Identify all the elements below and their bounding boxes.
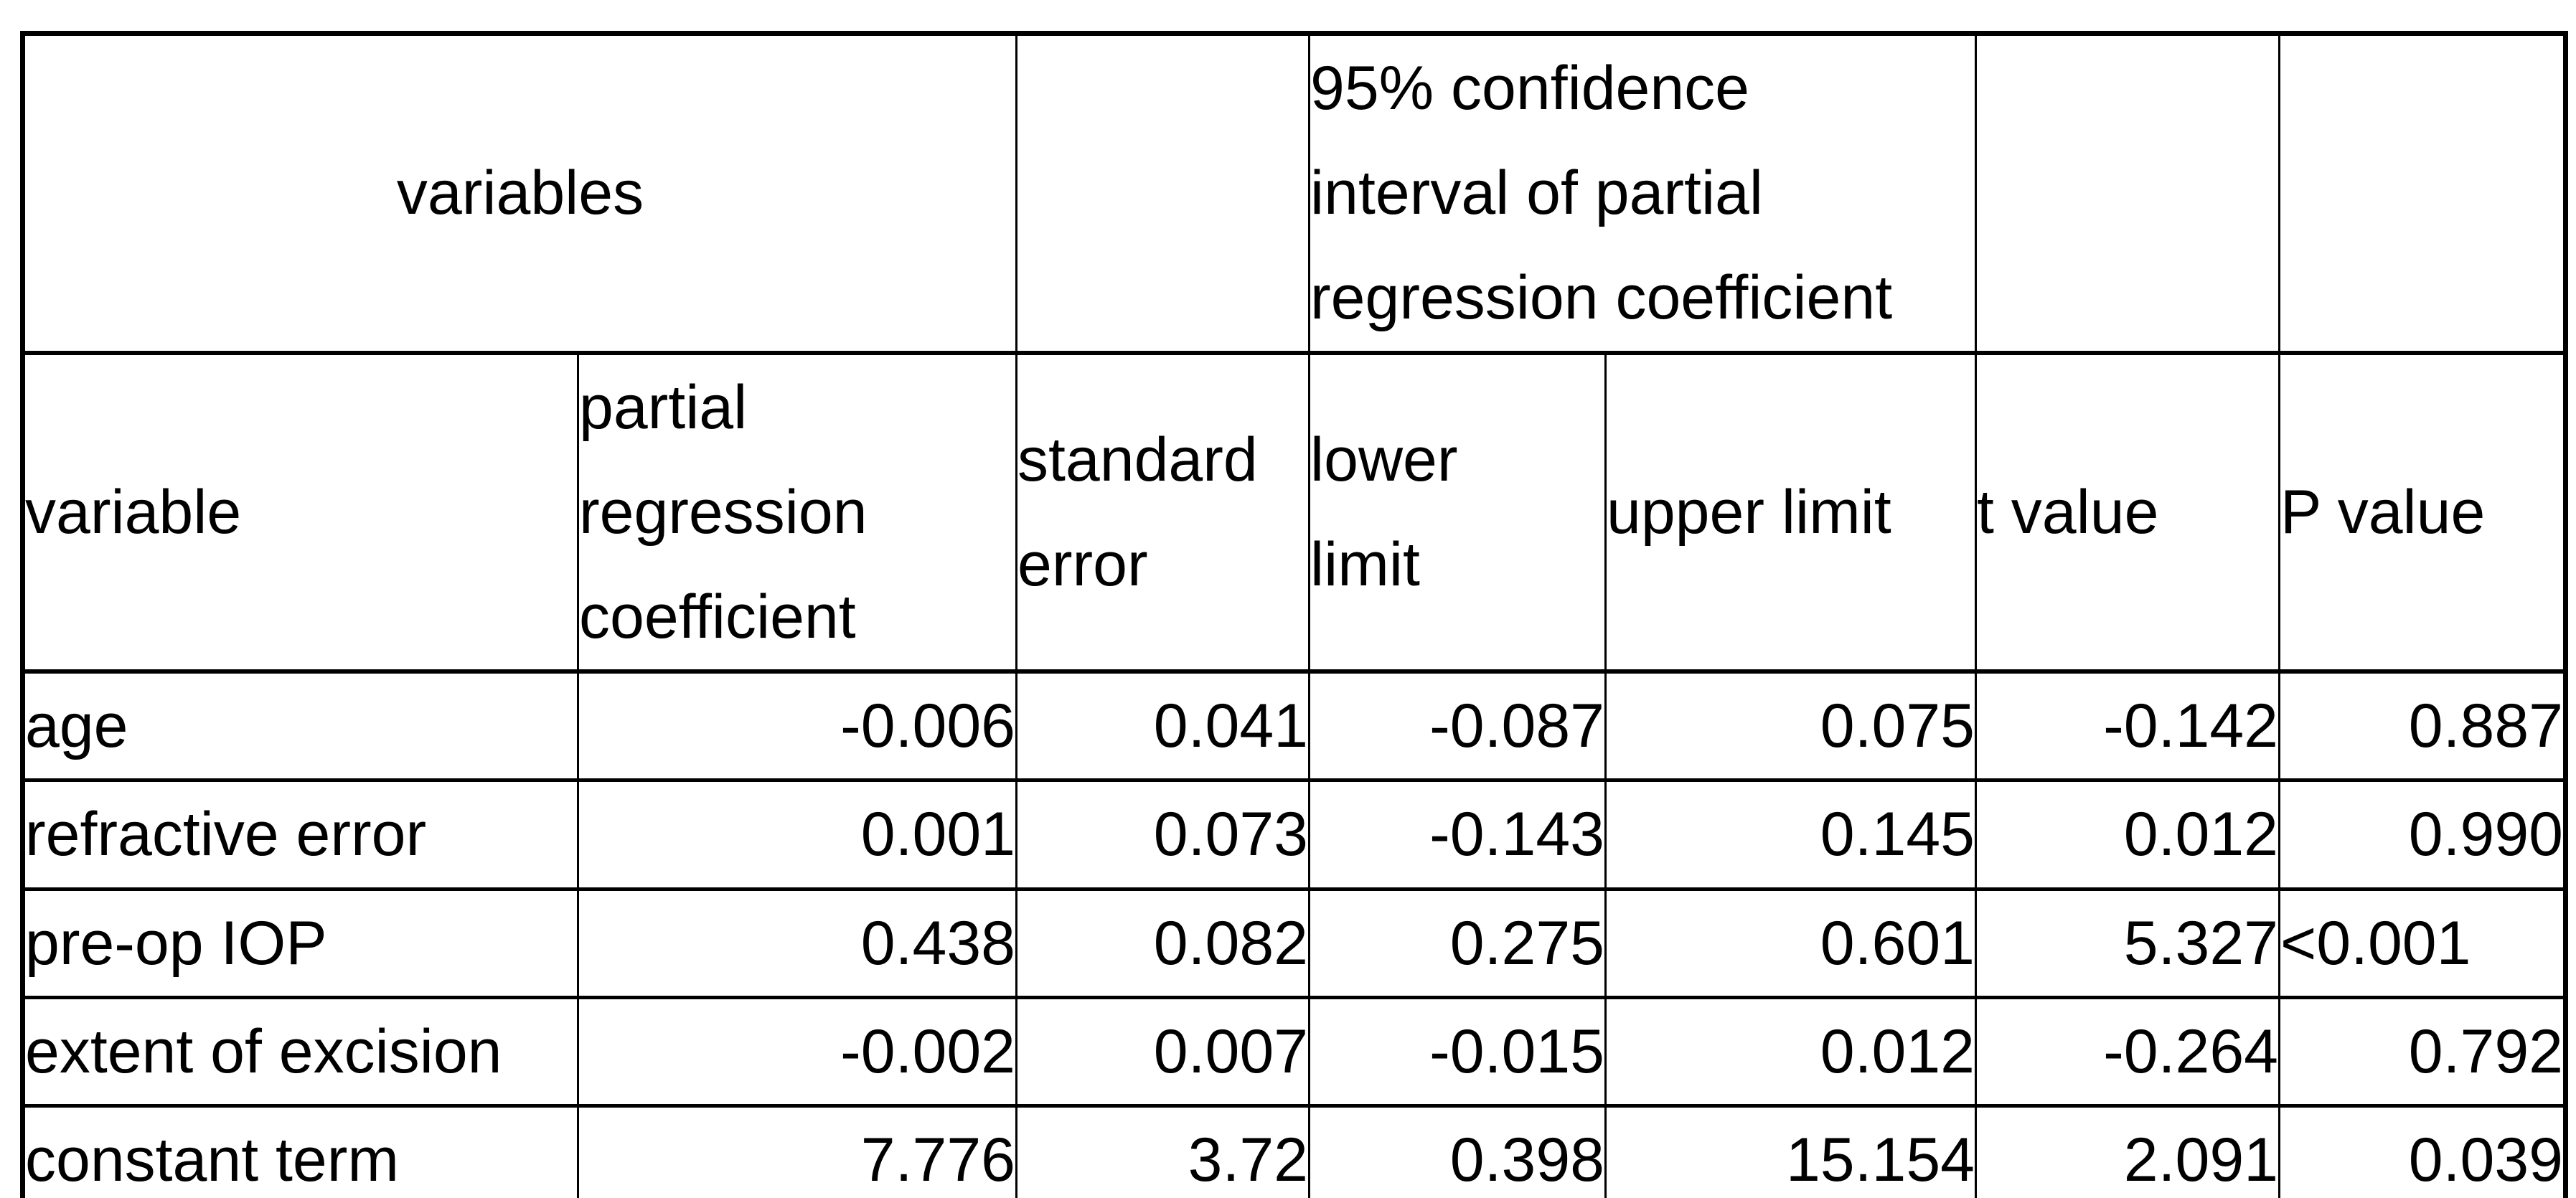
row-pre-op-iop-upper-limit: 0.601	[1604, 887, 1978, 999]
table-row-age: age -0.006 0.041 -0.087 0.075 -0.142 0.8…	[22, 669, 2567, 783]
row-constant-term-standard-error: 3.72	[1015, 1103, 1311, 1198]
row-refractive-error-t-value: 0.012	[1975, 778, 2281, 891]
regression-table: variables 95% confidence interval of par…	[20, 31, 2569, 1198]
table-row-pre-op-iop: pre-op IOP 0.438 0.082 0.275 0.601 5.327…	[22, 887, 2567, 999]
row-constant-term-p-value: 0.039	[2278, 1103, 2567, 1198]
row-pre-op-iop-variable: pre-op IOP	[22, 887, 579, 999]
row-age-variable: age	[22, 669, 579, 783]
row-age-partial-regression-coefficient: -0.006	[576, 669, 1018, 783]
row-extent-of-excision-standard-error: 0.007	[1015, 995, 1311, 1108]
row-age-standard-error: 0.041	[1015, 669, 1311, 783]
row-refractive-error-lower-limit: -0.143	[1308, 778, 1607, 891]
row-constant-term-t-value: 2.091	[1975, 1103, 2281, 1198]
row-extent-of-excision-lower-limit: -0.015	[1308, 995, 1607, 1108]
col-header-partial-regression-coefficient: partial regression coefficient	[576, 351, 1018, 674]
row-pre-op-iop-standard-error: 0.082	[1015, 887, 1311, 999]
col-header-upper-limit: upper limit	[1604, 351, 1978, 674]
row-refractive-error-standard-error: 0.073	[1015, 778, 1311, 891]
header-group-row: variables 95% confidence interval of par…	[21, 31, 2567, 355]
row-age-lower-limit: -0.087	[1308, 669, 1607, 783]
row-age-t-value: -0.142	[1975, 669, 2281, 783]
row-age-upper-limit: 0.075	[1604, 669, 1978, 783]
col-header-variable: variable	[22, 351, 579, 674]
header-variables-group: variables	[21, 31, 1018, 355]
row-extent-of-excision-variable: extent of excision	[22, 995, 579, 1108]
row-extent-of-excision-t-value: -0.264	[1975, 995, 2281, 1108]
row-constant-term-lower-limit: 0.398	[1308, 1103, 1607, 1198]
row-pre-op-iop-partial-regression-coefficient: 0.438	[576, 887, 1018, 999]
row-refractive-error-partial-regression-coefficient: 0.001	[576, 778, 1018, 891]
table-row-refractive-error: refractive error 0.001 0.073 -0.143 0.14…	[22, 778, 2567, 891]
table-row-extent-of-excision: extent of excision -0.002 0.007 -0.015 0…	[22, 995, 2567, 1108]
row-extent-of-excision-p-value: 0.792	[2278, 995, 2567, 1108]
header-empty-p-value	[2278, 31, 2567, 355]
col-header-standard-error: standard error	[1015, 351, 1311, 674]
row-extent-of-excision-partial-regression-coefficient: -0.002	[576, 995, 1018, 1108]
row-constant-term-upper-limit: 15.154	[1604, 1103, 1978, 1198]
header-empty-standard-error	[1015, 31, 1311, 355]
col-header-t-value: t value	[1975, 351, 2281, 674]
row-refractive-error-upper-limit: 0.145	[1604, 778, 1978, 891]
table-row-constant-term: constant term 7.776 3.72 0.398 15.154 2.…	[22, 1103, 2567, 1198]
col-header-lower-limit: lower limit	[1308, 351, 1607, 674]
row-pre-op-iop-t-value: 5.327	[1975, 887, 2281, 999]
row-age-p-value: 0.887	[2278, 669, 2567, 783]
column-header-row: variable partial regression coefficient …	[22, 351, 2567, 674]
header-empty-t-value	[1975, 31, 2281, 355]
row-refractive-error-p-value: 0.990	[2278, 778, 2567, 891]
row-extent-of-excision-upper-limit: 0.012	[1604, 995, 1978, 1108]
row-pre-op-iop-p-value: <0.001	[2278, 887, 2567, 999]
row-pre-op-iop-lower-limit: 0.275	[1308, 887, 1607, 999]
header-confidence-interval-group: 95% confidence interval of partial regre…	[1308, 31, 1978, 355]
row-constant-term-variable: constant term	[22, 1103, 579, 1198]
row-refractive-error-variable: refractive error	[22, 778, 579, 891]
col-header-p-value: P value	[2278, 351, 2567, 674]
row-constant-term-partial-regression-coefficient: 7.776	[576, 1103, 1018, 1198]
